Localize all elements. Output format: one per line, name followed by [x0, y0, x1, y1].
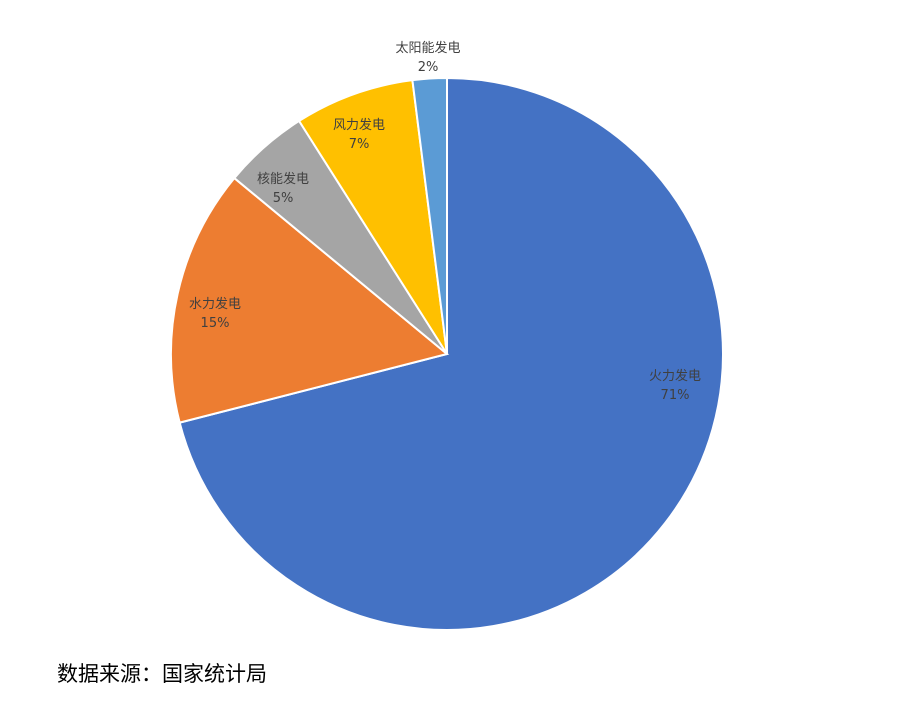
slice-value-label-3: 7% [349, 137, 370, 152]
slice-label-3: 风力发电 [333, 117, 385, 133]
data-source-note: 数据来源：国家统计局 [57, 662, 267, 686]
slice-value-label-1: 15% [201, 316, 230, 331]
slice-label-1: 水力发电 [189, 296, 241, 312]
slice-value-label-0: 71% [661, 388, 690, 403]
slice-value-label-4: 2% [418, 60, 439, 75]
slice-label-2: 核能发电 [257, 171, 309, 187]
pie-slice-0 [178, 76, 724, 631]
slice-label-4: 太阳能发电 [395, 40, 460, 56]
slice-label-0: 火力发电 [649, 368, 701, 384]
pie-slice-4 [411, 76, 448, 355]
slice-value-label-2: 5% [273, 191, 294, 206]
pie-slice-1 [170, 176, 450, 424]
pie-slice-3 [297, 79, 448, 355]
